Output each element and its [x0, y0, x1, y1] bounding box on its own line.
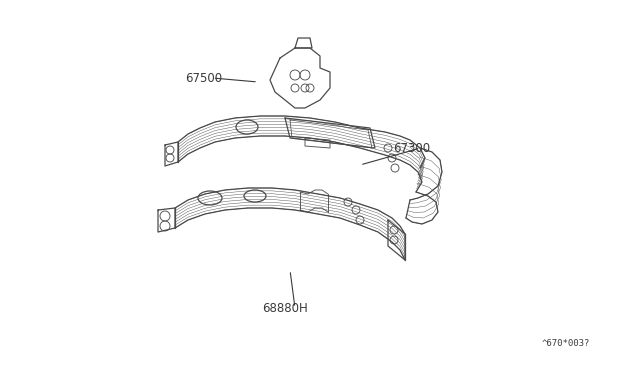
Text: 67300: 67300: [393, 141, 430, 154]
Text: 67500: 67500: [185, 71, 222, 84]
Text: ^670*003?: ^670*003?: [541, 339, 590, 348]
Text: 68880H: 68880H: [262, 301, 308, 314]
